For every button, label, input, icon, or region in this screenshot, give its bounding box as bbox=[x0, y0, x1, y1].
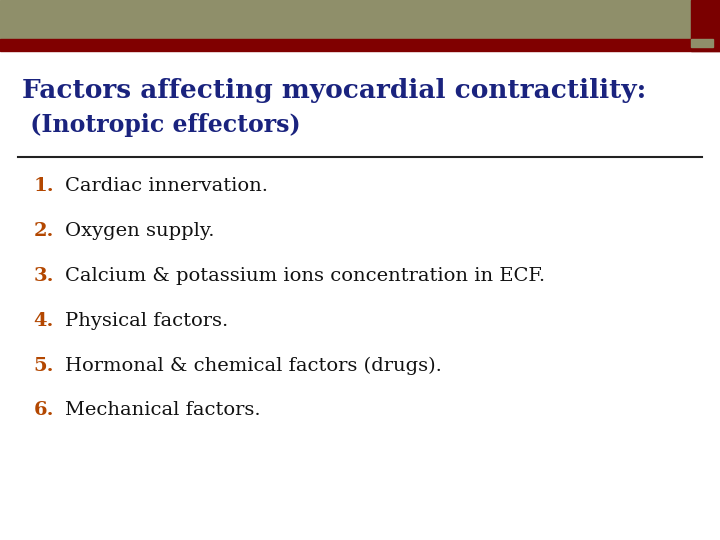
Text: Oxygen supply.: Oxygen supply. bbox=[65, 222, 215, 240]
Text: 4.: 4. bbox=[34, 312, 54, 330]
Text: 3.: 3. bbox=[34, 267, 54, 285]
Text: (Inotropic effectors): (Inotropic effectors) bbox=[22, 113, 300, 137]
Text: 1.: 1. bbox=[33, 177, 54, 195]
Text: Factors affecting myocardial contractility:: Factors affecting myocardial contractili… bbox=[22, 78, 646, 103]
Text: 6.: 6. bbox=[34, 401, 54, 420]
Text: Physical factors.: Physical factors. bbox=[65, 312, 228, 330]
Bar bbox=[0, 0, 720, 39]
Text: 2.: 2. bbox=[34, 222, 54, 240]
Bar bbox=[691, 0, 720, 51]
Bar bbox=[0, 39, 720, 51]
Bar bbox=[691, 39, 713, 47]
Text: Hormonal & chemical factors (drugs).: Hormonal & chemical factors (drugs). bbox=[65, 356, 441, 375]
Text: Cardiac innervation.: Cardiac innervation. bbox=[65, 177, 268, 195]
Text: Calcium & potassium ions concentration in ECF.: Calcium & potassium ions concentration i… bbox=[65, 267, 545, 285]
Text: Mechanical factors.: Mechanical factors. bbox=[65, 401, 261, 420]
Text: 5.: 5. bbox=[34, 356, 54, 375]
